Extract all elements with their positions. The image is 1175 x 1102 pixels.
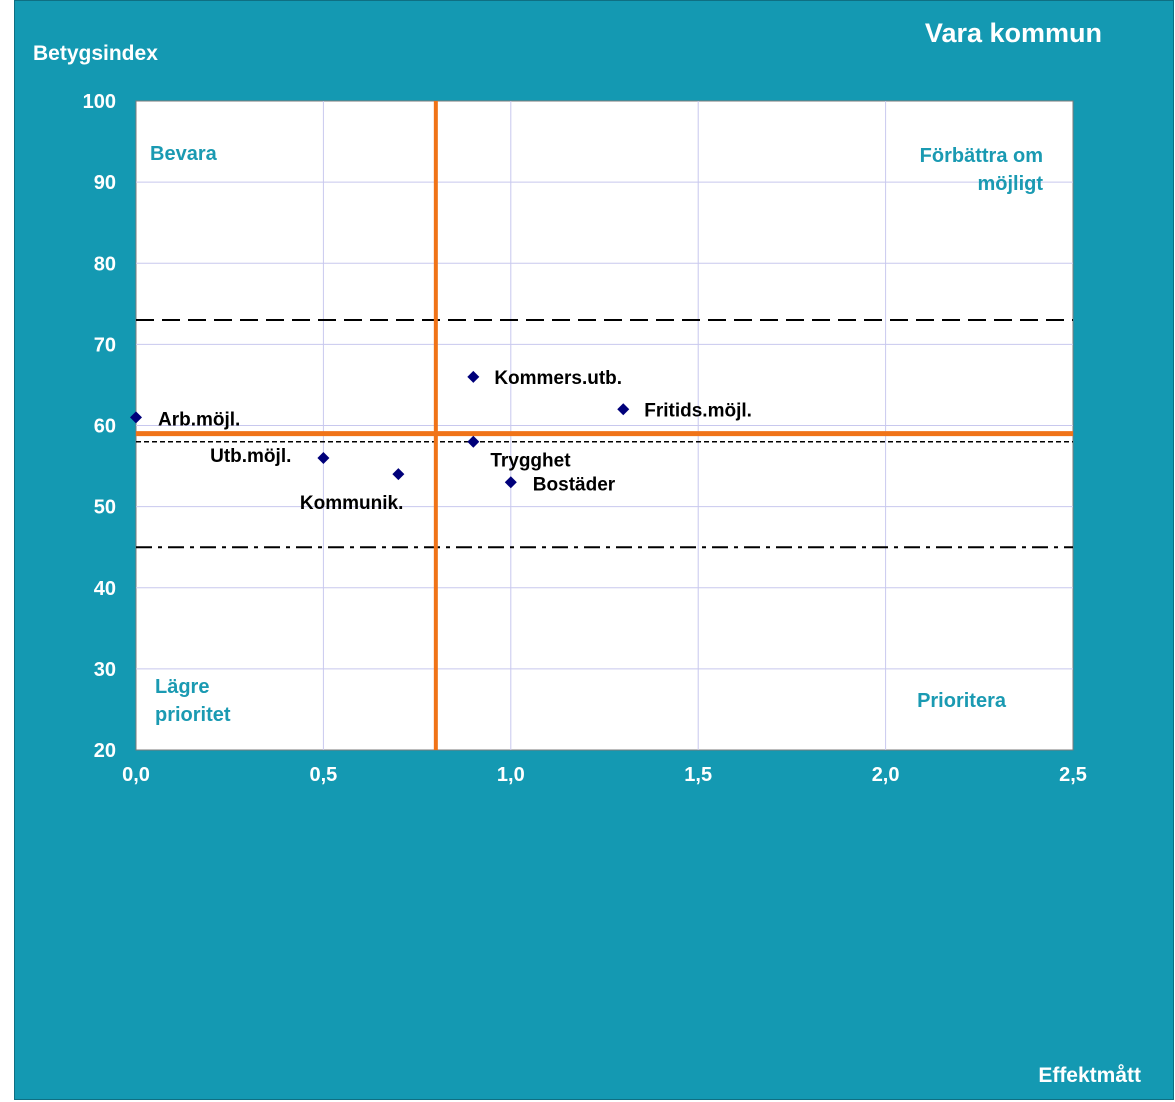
- x-tick-label: 2,5: [1059, 764, 1087, 786]
- y-tick-label: 100: [83, 91, 116, 113]
- x-tick-label: 0,5: [309, 764, 337, 786]
- chart-title: Vara kommun: [925, 18, 1102, 48]
- quadrant-label-bevara: Bevara: [150, 143, 218, 165]
- quadrant-label-forbattra: Förbättra om: [920, 145, 1043, 167]
- data-point-label: Kommers.utb.: [494, 368, 622, 389]
- y-axis-title: Betygsindex: [33, 42, 158, 65]
- y-tick-label: 90: [94, 172, 116, 194]
- data-point-label: Fritids.möjl.: [644, 400, 752, 421]
- y-tick-label: 70: [94, 334, 116, 356]
- quadrant-label-lagre: Lägre: [155, 676, 209, 698]
- data-point-marker: [617, 403, 630, 416]
- data-point-label: Arb.möjl.: [158, 409, 240, 430]
- x-axis-title: Effektmått: [1038, 1064, 1141, 1087]
- data-point-label: Utb.möjl.: [210, 446, 291, 467]
- reference-lines: [136, 101, 1073, 750]
- data-point-label: Trygghet: [490, 451, 571, 472]
- y-tick-label: 60: [94, 416, 116, 438]
- grid-lines: [136, 101, 1073, 750]
- quadrant-label-forbattra: möjligt: [977, 173, 1043, 195]
- x-tick-label: 0,0: [122, 764, 150, 786]
- quadrant-label-lagre: prioritet: [155, 704, 231, 726]
- y-tick-label: 20: [94, 740, 116, 762]
- axis-ticks: 0,0 0,5 1,0 1,5 2,0 2,5 20 30 40 50 60 70 80 90 100: [83, 91, 1087, 786]
- x-tick-label: 1,0: [497, 764, 525, 786]
- y-tick-label: 30: [94, 659, 116, 681]
- data-point-marker: [392, 468, 405, 481]
- y-tick-label: 50: [94, 497, 116, 519]
- data-point-label: Bostäder: [533, 474, 616, 495]
- data-point-marker: [467, 370, 480, 383]
- data-point-marker: [130, 411, 142, 424]
- x-tick-label: 2,0: [872, 764, 900, 786]
- y-tick-label: 40: [94, 578, 116, 600]
- quadrant-labels: Bevara Förbättra om möjligt Lägre prioritet P…: [150, 143, 1043, 726]
- data-point-marker: [317, 451, 330, 464]
- y-tick-label: 80: [94, 253, 116, 275]
- data-points: Arb.möjl. Utb.möjl. Kommunik. Kommers.utb. T…: [130, 368, 752, 514]
- quadrant-label-prioritera: Prioritera: [917, 690, 1007, 712]
- data-point-marker: [504, 476, 517, 489]
- data-point-marker: [467, 435, 480, 448]
- data-point-label: Kommunik.: [300, 493, 403, 514]
- x-tick-label: 1,5: [684, 764, 712, 786]
